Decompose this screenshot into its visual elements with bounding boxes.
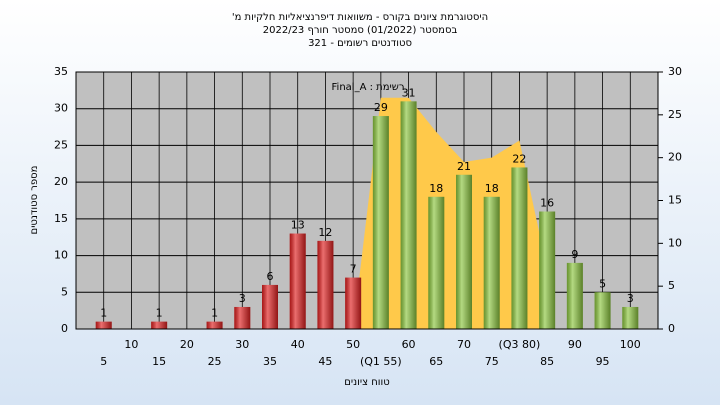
y-tick-label: 25: [54, 138, 68, 151]
bar-shade: [95, 321, 112, 329]
bar-shade: [566, 262, 583, 329]
plot-border: [75, 71, 659, 330]
x-tick-label: 35: [263, 355, 277, 368]
bar-shade: [372, 116, 389, 329]
bar-shade: [483, 196, 500, 329]
subtitle: סטודנטים רשומים - 321: [308, 38, 412, 49]
y-tick-label: 5: [61, 285, 68, 298]
bar-shade: [317, 240, 334, 329]
data-label: 5: [599, 277, 606, 290]
x-tick-label: 15: [152, 355, 166, 368]
data-label: 1: [156, 307, 163, 320]
y-tick-label: 35: [54, 65, 68, 78]
y-axis-label: מספר סטודנטים: [29, 166, 40, 235]
x-tick-label: 90: [568, 338, 582, 351]
bar-shade: [622, 306, 639, 329]
x-tick-label: 40: [291, 338, 305, 351]
title: היסטוגרמת ציונים בקורס - משוואות דיפרנצי…: [232, 12, 488, 23]
bar-shade: [539, 211, 556, 329]
x-tick-label: 85: [540, 355, 554, 368]
bar-shade: [151, 321, 168, 329]
x-tick-label: (Q3 80): [499, 338, 541, 351]
y2-tick-label: 0: [668, 322, 675, 335]
bar-shade: [206, 321, 223, 329]
data-label: 9: [571, 248, 578, 261]
x-tick-label: 45: [318, 355, 332, 368]
data-label: 29: [374, 101, 388, 114]
bar-shade: [234, 306, 251, 329]
bar-shade: [345, 277, 362, 329]
y2-tick-label: 5: [668, 279, 675, 292]
y-tick-label: 0: [61, 322, 68, 335]
x-tick-label: (Q1 55): [360, 355, 402, 368]
bar-shade: [511, 167, 528, 329]
data-label: 3: [239, 292, 246, 305]
subtitle: בסמסטר (01/2022) סמסטר חורף 2022/23: [263, 25, 458, 36]
y2-tick-label: 30: [668, 65, 682, 78]
y2-tick-label: 20: [668, 151, 682, 164]
y-tick-label: 15: [54, 212, 68, 225]
y2-tick-label: 25: [668, 108, 682, 121]
data-label: 6: [267, 270, 274, 283]
y-tick-label: 30: [54, 102, 68, 115]
data-label: 1: [211, 307, 218, 320]
data-label: 3: [627, 292, 634, 305]
data-label: 1: [100, 307, 107, 320]
x-axis-label: טווח ציונים: [344, 377, 389, 388]
data-label: 18: [485, 182, 499, 195]
data-label: 12: [318, 226, 332, 239]
x-tick-label: 30: [235, 338, 249, 351]
bar-shade: [289, 233, 306, 329]
data-label: 21: [457, 160, 471, 173]
bar-shade: [456, 174, 472, 329]
x-tick-label: 25: [208, 355, 222, 368]
y2-tick-label: 15: [668, 194, 682, 207]
data-label: 16: [540, 197, 554, 210]
y2-tick-label: 10: [668, 236, 682, 249]
annotation: רשימת : Final_A: [332, 82, 405, 93]
x-tick-label: 95: [596, 355, 610, 368]
x-tick-label: 10: [124, 338, 138, 351]
bar-shade: [594, 292, 611, 329]
x-tick-label: 65: [429, 355, 443, 368]
x-tick-label: 20: [180, 338, 194, 351]
bar-shade: [400, 101, 417, 329]
data-label: 31: [402, 86, 416, 99]
x-tick-label: 5: [100, 355, 107, 368]
bar-shade: [262, 284, 278, 329]
bar-shade: [428, 196, 445, 329]
x-tick-label: 75: [485, 355, 499, 368]
x-tick-label: 100: [620, 338, 641, 351]
x-tick-label: 70: [457, 338, 471, 351]
data-label: 22: [512, 152, 526, 165]
x-tick-label: 60: [402, 338, 416, 351]
data-label: 7: [350, 263, 357, 276]
y-tick-label: 10: [54, 249, 68, 262]
x-tick-label: 50: [346, 338, 360, 351]
y-tick-label: 20: [54, 175, 68, 188]
data-label: 13: [291, 219, 305, 232]
data-label: 18: [429, 182, 443, 195]
